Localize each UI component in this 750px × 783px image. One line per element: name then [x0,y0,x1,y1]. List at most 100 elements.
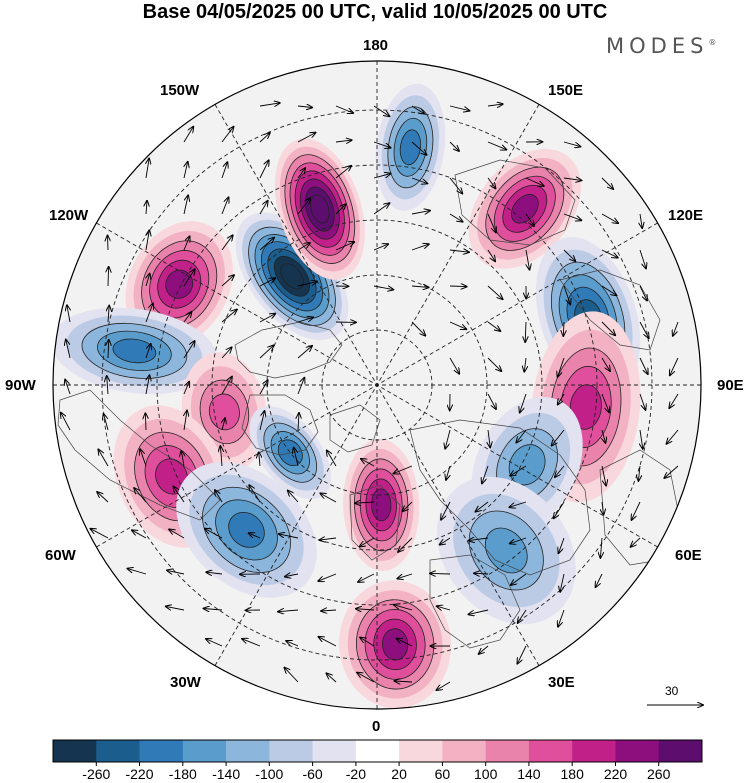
colorbar-swatch [442,740,486,762]
wind-arrow [145,344,151,359]
wind-arrow [183,127,193,143]
wind-arrow [487,285,503,299]
wind-arrow [639,393,646,410]
wind-arrow [469,609,489,614]
wind-arrow [449,321,466,329]
wind-arrow [524,357,526,372]
wind-arrow [441,501,451,520]
wind-arrow [373,174,391,179]
lon-label-90w: 90W [5,377,36,394]
wind-arrow [221,235,233,251]
lon-label-150e: 150E [548,82,584,99]
colorbar-swatch [658,740,703,762]
wind-arrow [449,105,469,111]
wind-arrow [596,573,603,587]
colorbar-tick-label: -60 [302,766,323,782]
colorbar-tick-label: 180 [560,766,584,782]
wind-arrow [259,452,260,467]
anomaly-center [274,138,365,280]
wind-arrow [108,306,109,323]
wind-arrow [373,203,389,215]
wind-arrow [259,160,269,179]
wind-arrow [449,286,467,287]
anomaly-center [113,405,230,548]
wind-arrow [297,198,310,215]
wind-arrow [563,321,564,336]
wind-arrow [673,321,679,336]
wind-arrow [601,213,618,223]
anomaly-contour [510,194,539,224]
wind-arrow [601,393,609,412]
wind-arrow [140,449,147,467]
wind-arrow [509,501,527,507]
wind-arrow [632,501,641,520]
latitude-circle [156,164,598,606]
wind-arrow [215,490,223,503]
wind-arrow [487,141,506,150]
wind-arrow [558,357,565,377]
wind-arrow [601,465,606,486]
colorbar-tick-label: -100 [255,766,284,782]
coastline [454,159,576,246]
wind-arrow [222,418,225,431]
wind-arrow [221,377,232,395]
wind-arrow [525,213,534,226]
lon-label-90e: 90E [717,377,744,394]
wind-arrow [297,378,304,395]
wind-arrow [145,304,153,323]
map-title: Base 04/05/2025 00 UTC, valid 10/05/2025… [142,1,608,23]
wind-arrow [221,275,234,287]
wind-arrow [294,448,299,467]
wind-arrow [297,168,305,179]
lon-label-0: 0 [372,718,381,735]
anomaly-contour [228,511,265,548]
wind-arrow [335,166,351,179]
wind-arrow [335,140,352,142]
wind-arrow [183,312,192,323]
wind-arrow [221,197,229,215]
wind-arrow [206,639,223,647]
wind-arrow [516,429,527,443]
wind-arrow [108,340,109,359]
wind-arrow [449,250,469,252]
colorbar-tick-label: -20 [345,766,366,782]
anomaly-center [468,148,581,269]
meridian-line [214,104,540,666]
wind-arrow [373,105,389,116]
wind-arrow [558,609,565,627]
anomaly-contour [165,269,194,299]
wind-arrow [361,459,375,467]
wind-arrow [411,321,425,336]
lon-label-30e: 30E [548,674,575,691]
wind-arrow [411,286,429,287]
wind-arrow [445,429,451,449]
wind-arrow [167,570,185,574]
wind-arrow [411,177,427,184]
colorbar-tick-label: 60 [434,766,451,782]
wind-arrow [107,376,108,395]
wind-arrow [166,606,185,610]
wind-arrow [403,501,413,511]
wind-arrow [449,141,459,151]
wind-arrow [552,429,565,446]
anomaly-center [53,307,218,395]
colorbar-tick-label: 220 [603,766,628,782]
wind-arrow [601,357,610,371]
latitude-circle [211,219,543,551]
lon-label-180: 180 [363,37,389,54]
wind-arrow [183,269,195,287]
wind-arrow [104,414,109,431]
wind-arrow [437,681,451,690]
colorbar-swatch [53,740,97,762]
anomaly-contour [208,393,240,431]
wind-arrow [487,177,496,188]
colorbar-swatch [355,740,400,762]
wind-arrow [66,340,71,359]
colorbar-swatch [312,740,357,762]
brand-name: MODES [606,34,709,58]
wind-arrow [360,638,375,647]
wind-arrow [320,493,337,503]
wind-arrow [145,413,146,431]
wind-arrow [169,529,185,539]
wind-arrow [560,573,565,592]
